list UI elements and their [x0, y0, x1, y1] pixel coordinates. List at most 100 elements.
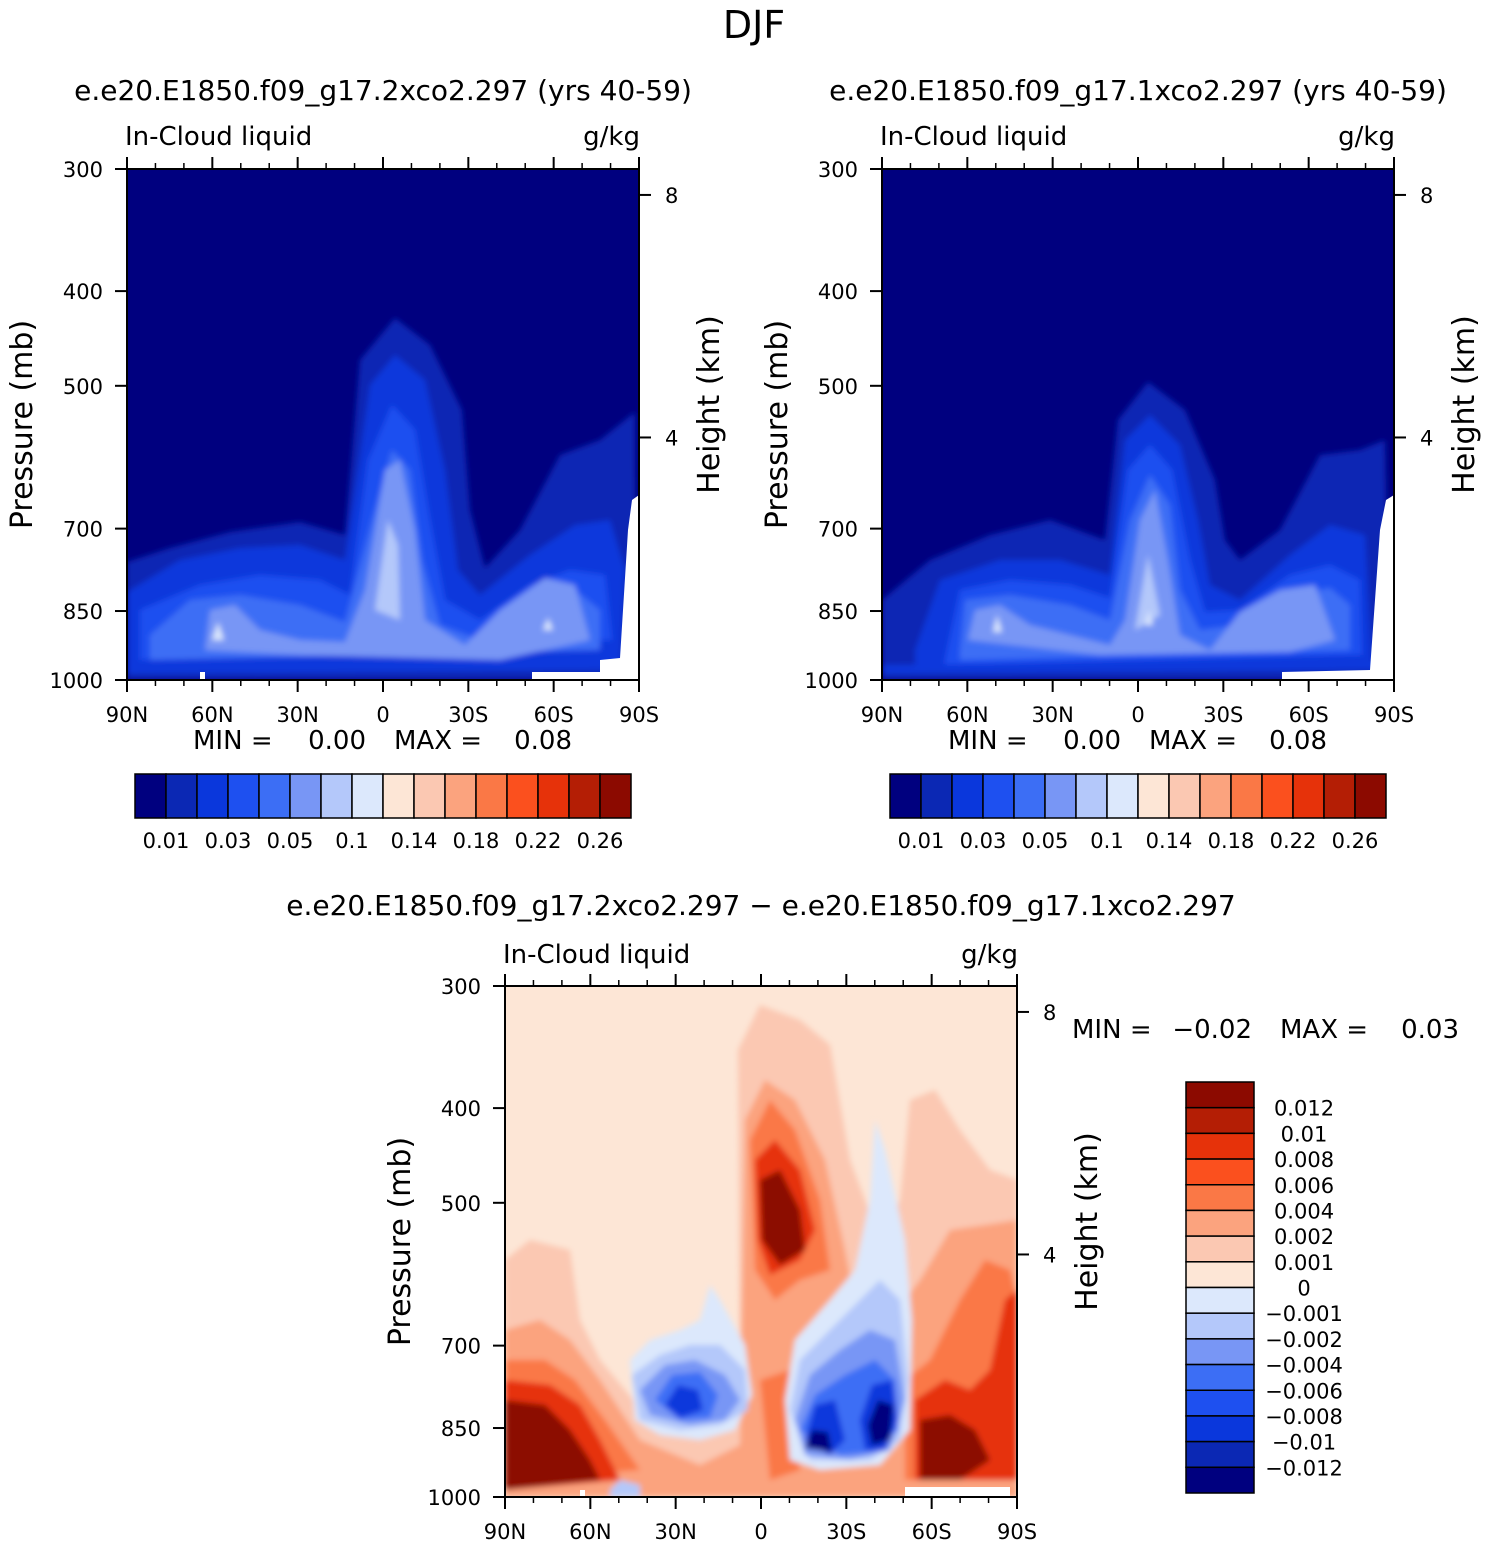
figure-title: DJF — [723, 3, 785, 47]
y-tick-label: 1000 — [428, 1486, 481, 1510]
colorbar-swatch — [1013, 773, 1046, 819]
x-tick-label: 60N — [946, 703, 988, 727]
y-tick-label: 1000 — [50, 669, 103, 693]
min-value: 0.00 — [1063, 726, 1121, 756]
contour-field — [882, 169, 1394, 680]
min-label: MIN = — [1072, 1015, 1152, 1045]
colorbar-label: 0.004 — [1274, 1199, 1334, 1223]
colorbar-swatch — [1185, 1261, 1255, 1289]
colorbar-label: 0.22 — [515, 829, 562, 853]
x-tick-label: 0 — [754, 1520, 767, 1544]
y-right-tick-label: 8 — [665, 184, 678, 208]
colorbar-swatch — [506, 773, 539, 819]
contour-neg-5 — [665, 1380, 898, 1455]
x-tick-label: 60S — [534, 703, 574, 727]
y-axis-title: Pressure (mb) — [760, 320, 795, 529]
panel-difference: e.e20.E1850.f09_g17.2xco2.297 − e.e20.E1… — [286, 889, 1459, 1544]
units-label: g/kg — [583, 122, 640, 152]
colorbar-label: 0.002 — [1274, 1225, 1334, 1249]
x-tick-label: 30S — [1203, 703, 1243, 727]
y-tick-label: 500 — [818, 375, 858, 399]
colorbar-swatch — [951, 773, 984, 819]
y-right-tick-label: 8 — [1043, 1001, 1056, 1025]
x-tick-label: 90S — [997, 1520, 1037, 1544]
max-label: MAX = — [1149, 726, 1237, 756]
x-tick-label: 90S — [619, 703, 659, 727]
colorbar-swatch — [289, 773, 322, 819]
missing-data-mask — [1282, 495, 1394, 680]
x-tick-label: 90N — [106, 703, 148, 727]
max-value: 0.08 — [1269, 726, 1327, 756]
colorbar-swatch — [1292, 773, 1325, 819]
y-tick-label: 1000 — [805, 669, 858, 693]
units-label: g/kg — [1338, 122, 1395, 152]
colorbar-swatch — [1261, 773, 1294, 819]
y-tick-label: 300 — [441, 975, 481, 999]
colorbar-swatch — [1185, 1338, 1255, 1366]
colorbar-label: 0.26 — [1332, 829, 1379, 853]
colorbar-swatch — [1199, 773, 1232, 819]
panel-title: e.e20.E1850.f09_g17.1xco2.297 (yrs 40-59… — [829, 74, 1447, 107]
colorbar-label: −0.012 — [1265, 1456, 1343, 1480]
y-tick-label: 700 — [441, 1335, 481, 1359]
x-tick-label: 60N — [569, 1520, 611, 1544]
x-tick-label: 30S — [448, 703, 488, 727]
colorbar-swatch — [1185, 1286, 1255, 1314]
colorbar-swatch — [1185, 1132, 1255, 1160]
colorbar-swatch — [1185, 1106, 1255, 1135]
y-right-axis-title: Height (km) — [1447, 315, 1482, 494]
colorbar-swatch — [258, 773, 291, 819]
stats-panel-a: MIN = 0.00 MAX = 0.08 — [193, 726, 572, 756]
y-axis-title: Pressure (mb) — [5, 320, 40, 529]
colorbar-label: 0.18 — [453, 829, 500, 853]
colorbar-label: 0.001 — [1274, 1251, 1334, 1275]
colorbar-swatch — [1185, 1235, 1255, 1263]
colorbar-swatch — [599, 773, 632, 819]
colorbar-swatch — [165, 773, 198, 819]
y-tick-label: 700 — [63, 518, 103, 542]
y-tick-label: 850 — [63, 600, 103, 624]
colorbar-swatch — [1185, 1389, 1255, 1417]
colorbar-swatch — [444, 773, 477, 819]
colorbar-swatch — [982, 773, 1015, 819]
y-tick-label: 500 — [441, 1192, 481, 1216]
colorbar-label: 0.012 — [1274, 1097, 1334, 1121]
min-label: MIN = — [193, 726, 273, 756]
colorbar-swatch — [1185, 1415, 1255, 1443]
x-tick-label: 90S — [1374, 703, 1414, 727]
min-value: 0.00 — [308, 726, 366, 756]
x-tick-label: 0 — [376, 703, 389, 727]
stats-panel-b: MIN = 0.00 MAX = 0.08 — [948, 726, 1327, 756]
y-tick-label: 400 — [63, 280, 103, 304]
x-tick-label: 0 — [1131, 703, 1144, 727]
panel-1xco2: e.e20.E1850.f09_g17.1xco2.297 (yrs 40-59… — [760, 74, 1482, 727]
x-tick-label: 30N — [276, 703, 318, 727]
colorbar-label: −0.006 — [1265, 1379, 1343, 1403]
colorbar-swatch — [1185, 1081, 1255, 1109]
max-label: MAX = — [394, 726, 482, 756]
colorbar-label: 0.1 — [335, 829, 368, 853]
colorbar-swatch — [413, 773, 446, 819]
axes-frame: 90N 60N 30N 0 30S 60S 90S 300 400 500 700 850 1000 8 4… — [383, 974, 1105, 1544]
contour-pos-5 — [505, 1170, 990, 1490]
y-right-tick-label: 8 — [1420, 184, 1433, 208]
colorbar-swatch — [1323, 773, 1356, 819]
colorbar-swatch — [1185, 1209, 1255, 1237]
y-right-axis-title: Height (km) — [1070, 1132, 1105, 1311]
colorbar-swatch — [382, 773, 415, 819]
panel-2xco2: e.e20.E1850.f09_g17.2xco2.297 (yrs 40-59… — [5, 74, 727, 727]
colorbar-swatch — [1185, 1440, 1255, 1469]
x-tick-label: 60S — [912, 1520, 952, 1544]
colorbar-label: 0.01 — [1281, 1122, 1328, 1146]
colorbar-swatch — [351, 773, 384, 819]
x-tick-label: 90N — [861, 703, 903, 727]
colorbar-label: 0.05 — [267, 829, 314, 853]
x-tick-label: 30S — [826, 1520, 866, 1544]
contour-neg-6 — [805, 1400, 893, 1452]
y-tick-label: 300 — [63, 158, 103, 182]
contour-level-6 — [375, 520, 400, 620]
panel-title: e.e20.E1850.f09_g17.2xco2.297 (yrs 40-59… — [74, 74, 692, 107]
colorbar-panel-b: 0.01 0.03 0.05 0.1 0.14 0.18 0.22 0.26 — [889, 773, 1387, 853]
colorbar-label: 0.008 — [1274, 1148, 1334, 1172]
colorbar-label: 0.1 — [1090, 829, 1123, 853]
